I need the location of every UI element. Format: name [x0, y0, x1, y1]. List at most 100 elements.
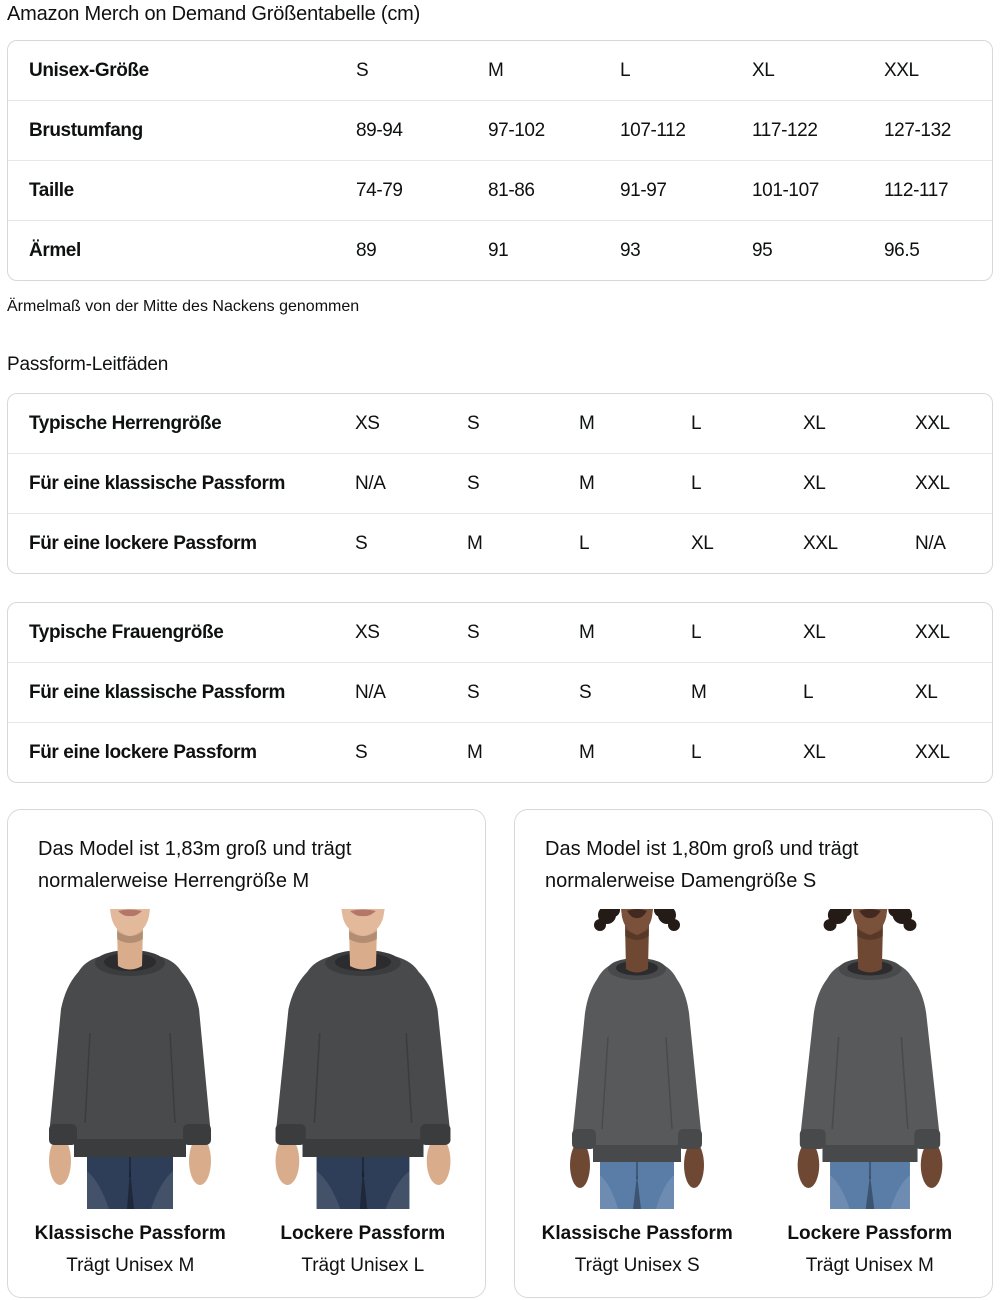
row-label: Für eine lockere Passform — [29, 532, 257, 554]
size-cell: M — [488, 59, 504, 81]
fit-caption-sub: Trägt Unisex M — [66, 1255, 195, 1276]
size-cell: M — [579, 621, 595, 643]
men-model-card: Das Model ist 1,83m groß und trägt norma… — [7, 809, 486, 1298]
size-cell: XXL — [915, 472, 950, 494]
model-photo-female-classic-fit — [534, 909, 740, 1209]
size-cell: XXL — [884, 59, 919, 81]
row-label: Ärmel — [29, 239, 81, 261]
women-model-card: Das Model ist 1,80m groß und trägt norma… — [514, 809, 993, 1298]
size-cell: 89 — [356, 239, 377, 261]
fit-column-loose: Lockere Passform Trägt Unisex M — [762, 909, 979, 1277]
table-row: Taille 74-79 81-86 91-97 101-107 112-117 — [8, 161, 992, 221]
fit-caption-sub: Trägt Unisex S — [574, 1255, 700, 1276]
row-label: Für eine lockere Passform — [29, 741, 257, 763]
size-cell: XXL — [915, 412, 950, 434]
size-cell: L — [691, 741, 702, 763]
table-row: Typische Frauengröße XS S M L XL XXL — [8, 603, 992, 663]
size-cell: 112-117 — [884, 179, 949, 201]
model-photo-male-classic-fit — [27, 909, 233, 1209]
row-label: Für eine klassische Passform — [29, 681, 285, 703]
fit-caption-sub: Trägt Unisex M — [805, 1255, 934, 1276]
size-cell: 93 — [620, 239, 641, 261]
size-cell: XS — [355, 621, 380, 643]
table-row: Ärmel 89 91 93 95 96.5 — [8, 221, 992, 280]
size-cell: M — [467, 741, 483, 763]
men-fit-guide-table: Typische Herrengröße XS S M L XL XXL Für… — [7, 393, 993, 574]
fit-caption-title: Klassische Passform — [541, 1223, 733, 1244]
size-cell: S — [355, 741, 368, 763]
row-label: Für eine klassische Passform — [29, 472, 285, 494]
fit-caption-title: Lockere Passform — [280, 1223, 446, 1244]
size-cell: N/A — [355, 681, 386, 703]
table-row: Typische Herrengröße XS S M L XL XXL — [8, 394, 992, 454]
table-row: Für eine klassische Passform N/A S S M L… — [8, 663, 992, 723]
page-title: Amazon Merch on Demand Größentabelle (cm… — [7, 3, 421, 25]
size-cell: XL — [803, 472, 826, 494]
size-cell: 81-86 — [488, 179, 535, 201]
size-cell: 127-132 — [884, 119, 951, 141]
fit-caption-sub: Trägt Unisex L — [301, 1255, 425, 1276]
size-cell: XL — [803, 412, 826, 434]
size-cell: S — [356, 59, 369, 81]
row-label: Taille — [29, 179, 74, 201]
size-cell: XL — [803, 741, 826, 763]
table-row: Für eine lockere Passform S M L XL XXL N… — [8, 514, 992, 573]
size-cell: L — [620, 59, 631, 81]
women-fit-guide-table: Typische Frauengröße XS S M L XL XXL Für… — [7, 602, 993, 783]
row-label: Typische Frauengröße — [29, 621, 224, 643]
fit-caption-title: Klassische Passform — [34, 1223, 226, 1244]
size-cell: M — [579, 472, 595, 494]
size-cell: XL — [752, 59, 775, 81]
size-cell: S — [467, 681, 480, 703]
size-cell: 91 — [488, 239, 509, 261]
size-cell: M — [691, 681, 707, 703]
size-cell: 101-107 — [752, 179, 819, 201]
size-cell: S — [579, 681, 592, 703]
fit-caption-title: Lockere Passform — [787, 1223, 953, 1244]
fit-photos-row: Klassische Passform Trägt Unisex S Locke… — [529, 909, 978, 1277]
size-cell: XXL — [915, 741, 950, 763]
size-cell: 95 — [752, 239, 773, 261]
size-cell: S — [467, 621, 480, 643]
size-cell: M — [579, 412, 595, 434]
table-row: Für eine lockere Passform S M M L XL XXL — [8, 723, 992, 782]
size-cell: L — [803, 681, 814, 703]
card-header: Das Model ist 1,83m groß und trägt norma… — [38, 838, 352, 892]
size-cell: XXL — [803, 532, 838, 554]
size-cell: 96.5 — [884, 239, 920, 261]
size-measurements-table: Unisex-Größe S M L XL XXL Brustumfang 89… — [7, 40, 993, 281]
model-cards: Das Model ist 1,83m groß und trägt norma… — [7, 809, 993, 1298]
fit-column-loose: Lockere Passform Trägt Unisex L — [255, 909, 472, 1277]
size-cell: L — [691, 472, 702, 494]
row-label: Brustumfang — [29, 119, 143, 141]
size-cell: 89-94 — [356, 119, 403, 141]
size-cell: L — [691, 621, 702, 643]
size-cell: XS — [355, 412, 380, 434]
table-row: Unisex-Größe S M L XL XXL — [8, 41, 992, 101]
size-cell: S — [355, 532, 368, 554]
table-row: Für eine klassische Passform N/A S M L X… — [8, 454, 992, 514]
size-cell: S — [467, 472, 480, 494]
size-cell: L — [691, 412, 702, 434]
fit-photos-row: Klassische Passform Trägt Unisex M Locke… — [22, 909, 471, 1277]
size-cell: 97-102 — [488, 119, 545, 141]
row-label: Unisex-Größe — [29, 59, 149, 81]
size-cell: XL — [691, 532, 714, 554]
row-label: Typische Herrengröße — [29, 412, 222, 434]
sleeve-measure-note: Ärmelmaß von der Mitte des Nackens genom… — [7, 298, 360, 315]
size-cell: M — [579, 741, 595, 763]
size-cell: 74-79 — [356, 179, 403, 201]
fit-column-classic: Klassische Passform Trägt Unisex S — [529, 909, 746, 1277]
size-cell: XL — [803, 621, 826, 643]
size-cell: 117-122 — [752, 119, 818, 141]
size-cell: 107-112 — [620, 119, 686, 141]
card-header: Das Model ist 1,80m groß und trägt norma… — [545, 838, 859, 892]
size-cell: M — [467, 532, 483, 554]
size-cell: N/A — [355, 472, 386, 494]
size-cell: L — [579, 532, 590, 554]
model-photo-male-loose-fit — [252, 909, 474, 1209]
table-row: Brustumfang 89-94 97-102 107-112 117-122… — [8, 101, 992, 161]
size-cell: XL — [915, 681, 938, 703]
size-cell: 91-97 — [620, 179, 667, 201]
